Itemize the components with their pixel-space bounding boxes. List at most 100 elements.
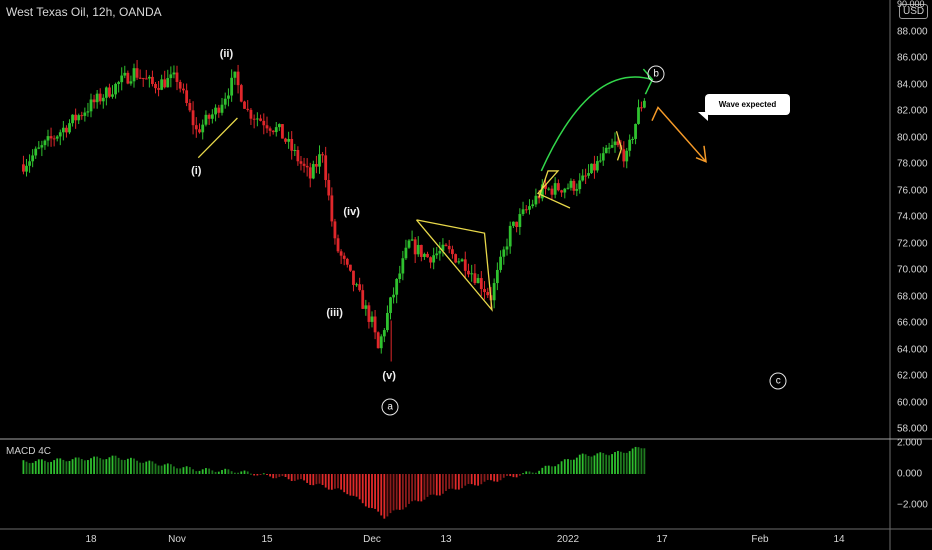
- candle-body: [389, 297, 392, 313]
- macd-bar: [330, 474, 333, 490]
- macd-bar: [438, 474, 441, 496]
- macd-bar: [243, 470, 246, 474]
- macd-bar: [368, 474, 370, 508]
- macd-bar: [377, 474, 380, 512]
- candle-body: [252, 118, 256, 120]
- macd-bar: [240, 471, 243, 474]
- macd-bar: [617, 450, 619, 474]
- macd-bar: [643, 448, 646, 474]
- candle-body: [34, 148, 38, 156]
- candle-body: [214, 107, 217, 115]
- chart-title: West Texas Oil, 12h, OANDA: [6, 5, 162, 19]
- candle-body: [284, 138, 287, 142]
- macd-bar: [563, 459, 566, 474]
- annotations-layer: [197, 68, 707, 312]
- macd-bar: [133, 458, 135, 474]
- candle-body: [361, 290, 365, 309]
- macd-bar: [284, 474, 287, 478]
- candle-body: [398, 273, 402, 279]
- macd-bar: [214, 471, 217, 474]
- candle-body: [457, 261, 461, 263]
- candle-body: [46, 136, 50, 141]
- macd-bar: [312, 474, 315, 486]
- candle-body: [512, 221, 515, 226]
- candle-body: [342, 255, 346, 259]
- candle-body: [631, 138, 635, 140]
- macd-bar: [605, 454, 608, 474]
- macd-bar: [515, 474, 518, 478]
- macd-bar: [557, 464, 560, 474]
- macd-bar: [166, 463, 169, 474]
- currency-badge[interactable]: USD: [899, 4, 929, 19]
- macd-bar: [346, 474, 349, 495]
- macd-bar: [278, 474, 281, 477]
- candle-body: [404, 247, 408, 259]
- macd-bar: [253, 474, 256, 476]
- macd-bar: [99, 458, 102, 474]
- macd-bar: [93, 456, 95, 474]
- candle-body: [101, 97, 105, 102]
- candle-body: [521, 209, 525, 215]
- expected-arrowhead: [695, 145, 707, 163]
- candle-body: [40, 145, 44, 148]
- macd-bar: [622, 452, 625, 474]
- candle-body: [277, 124, 281, 128]
- macd-bar: [321, 474, 324, 486]
- candle-body: [89, 99, 93, 112]
- candle-body: [74, 114, 78, 121]
- macd-bar: [74, 457, 77, 474]
- candle-body: [476, 278, 480, 284]
- macd-bar: [467, 474, 470, 484]
- candle-body: [528, 206, 531, 210]
- macd-bar: [44, 460, 46, 474]
- candle-body: [370, 316, 374, 322]
- candle-body: [175, 72, 179, 82]
- candle-body: [95, 93, 99, 103]
- macd-bar: [340, 474, 343, 490]
- macd-bar: [266, 474, 268, 475]
- macd-bar: [198, 470, 201, 474]
- candle-body: [80, 115, 84, 117]
- candle-body: [508, 225, 512, 247]
- macd-bar: [221, 470, 223, 474]
- macd-bar: [68, 460, 71, 474]
- macd-bar: [108, 457, 111, 474]
- candle-body: [243, 101, 246, 109]
- candle-body: [413, 239, 417, 255]
- macd-bar: [454, 474, 457, 490]
- candle-body: [613, 141, 617, 145]
- candle-body: [410, 239, 414, 241]
- time-tick: 15: [261, 534, 273, 545]
- macd-bar: [411, 474, 413, 502]
- candle-body: [259, 118, 262, 121]
- candle-body: [22, 164, 25, 172]
- macd-bar: [208, 468, 211, 474]
- candle-body: [376, 332, 380, 349]
- candle-body: [327, 180, 331, 196]
- macd-tick: −2.000: [897, 499, 928, 511]
- candle-body: [367, 305, 371, 322]
- candle-body: [352, 270, 355, 285]
- candle-body: [28, 161, 31, 166]
- macd-bar: [300, 474, 302, 480]
- candle-body: [321, 154, 324, 156]
- macd-bar: [130, 457, 132, 474]
- candle-body: [114, 83, 117, 95]
- macd-bar: [250, 473, 252, 475]
- macd-bar: [96, 456, 99, 474]
- macd-bar: [634, 446, 637, 474]
- macd-bar: [309, 474, 312, 485]
- macd-bar: [62, 459, 65, 474]
- expected-wave-arrow: [651, 106, 707, 163]
- macd-bar: [111, 455, 114, 474]
- candle-body: [423, 253, 426, 257]
- macd-bar: [117, 457, 120, 474]
- candle-body: [460, 259, 464, 262]
- macd-bar: [398, 474, 401, 510]
- macd-bar: [40, 459, 43, 474]
- macd-bar: [596, 453, 599, 474]
- macd-bar: [163, 464, 166, 474]
- macd-bar: [37, 459, 40, 474]
- candle-body: [499, 256, 502, 270]
- circle-wave-label: c: [769, 372, 787, 390]
